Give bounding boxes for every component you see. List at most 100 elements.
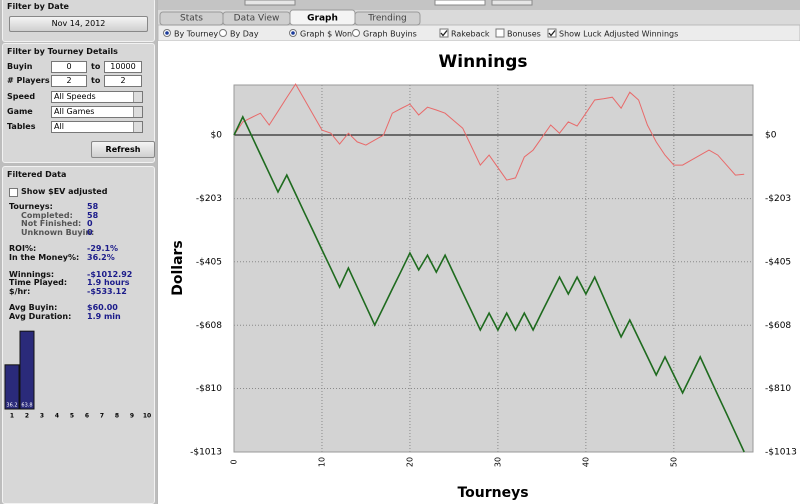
- radio-button[interactable]: [352, 29, 360, 37]
- y-tick-label: -$405: [196, 257, 222, 267]
- stat-label: Time Played:: [9, 278, 68, 288]
- field-label: Speed: [7, 92, 36, 101]
- date-button[interactable]: Nov 14, 2012: [9, 16, 148, 32]
- toolbar-control: [244, 0, 296, 6]
- stat-label: Avg Buyin:: [9, 303, 58, 313]
- mini-x-label: 3: [40, 413, 44, 420]
- stat-value: 58: [87, 210, 99, 220]
- toolbar-control: [491, 0, 533, 6]
- tab-label: Trending: [367, 14, 407, 24]
- stat-value: -29.1%: [87, 244, 119, 254]
- stat-label: Unknown Buyin:: [21, 227, 95, 237]
- dropdown[interactable]: All Games: [51, 106, 143, 118]
- mini-x-label: 7: [100, 413, 104, 420]
- y2-tick-label: -$203: [765, 194, 791, 204]
- y-tick-label: -$1013: [190, 448, 222, 458]
- stat-label: Not Finished:: [21, 219, 82, 229]
- tab-label: Graph: [307, 14, 338, 24]
- y2-tick-label: -$810: [765, 384, 791, 394]
- x-tick-label: 40: [581, 457, 590, 467]
- mini-value-label: 36.2: [6, 403, 17, 409]
- mini-x-label: 4: [55, 413, 59, 420]
- option-label: Bonuses: [507, 30, 541, 39]
- stat-label: In the Money%:: [9, 253, 80, 262]
- tab-label: Stats: [180, 14, 203, 24]
- mini-x-label: 5: [70, 413, 74, 420]
- y2-tick-label: -$608: [765, 321, 791, 331]
- mini-value-label: 63.8: [21, 403, 32, 409]
- y-tick-label: -$810: [196, 384, 222, 394]
- mini-chart: 1 36.2 2 63.8 3 4 5 6 7 8 9 10: [4, 330, 151, 420]
- radio-button[interactable]: [219, 29, 227, 37]
- stat-label: Completed:: [21, 210, 73, 220]
- stat-value: $60.00: [87, 303, 118, 313]
- option-label: Graph Buyins: [363, 30, 417, 39]
- y-axis-label: Dollars: [170, 240, 186, 296]
- plot-border: [233, 84, 754, 453]
- x-tick-label: 50: [669, 457, 678, 467]
- to-label: to: [91, 62, 101, 71]
- tab[interactable]: [354, 11, 421, 26]
- chart-title: Winnings: [438, 52, 527, 72]
- dropdown-arrow: [133, 107, 142, 117]
- tab-label: Data View: [234, 14, 280, 24]
- stat-value: 0: [87, 219, 93, 229]
- series-line: [233, 83, 745, 181]
- dropdown-arrow: [133, 92, 142, 102]
- checkbox-label: Show $EV adjusted: [21, 187, 108, 196]
- checkbox[interactable]: [495, 28, 505, 38]
- x-tick-label: 0: [230, 459, 239, 464]
- x-tick-label: 10: [317, 457, 326, 467]
- number-input[interactable]: 10000: [104, 61, 142, 73]
- sidebar: Filter by Date Nov 14, 2012 Filter by Tour…: [0, 0, 157, 504]
- checkbox[interactable]: [547, 28, 557, 38]
- number-input[interactable]: 2: [51, 75, 87, 87]
- mini-x-label: 2: [25, 413, 29, 420]
- stat-value: 1.9 min: [87, 312, 121, 321]
- filter-date-panel: Filter by Date Nov 14, 2012: [2, 0, 155, 42]
- field-label: Buyin: [7, 62, 33, 71]
- radio-dot: [165, 31, 169, 35]
- option-label: By Day: [230, 30, 259, 39]
- stat-value: 0: [87, 227, 93, 237]
- checkbox[interactable]: [439, 28, 449, 38]
- x-tick-label: 30: [493, 457, 502, 467]
- field-label: Tables: [7, 122, 36, 131]
- y2-tick-label: $0: [765, 131, 777, 141]
- option-label: Rakeback: [451, 30, 490, 39]
- stat-label: Avg Duration:: [9, 312, 72, 321]
- filtered-data-panel: Filtered Data Show $EV adjusted Tourneys: 5…: [2, 166, 155, 504]
- stat-label: ROI%:: [9, 244, 37, 254]
- stat-label: $/hr:: [9, 286, 31, 296]
- stat-value: -$1012.92: [87, 269, 133, 279]
- radio-dot: [291, 31, 295, 35]
- stat-label: Winnings:: [9, 269, 55, 279]
- x-axis-label: Tourneys: [457, 485, 528, 501]
- mini-x-label: 1: [10, 413, 14, 420]
- y2-tick-label: -$1013: [765, 448, 797, 458]
- number-input[interactable]: 0: [51, 61, 87, 73]
- mini-bar: [19, 330, 35, 410]
- panel-title: Filter by Date: [7, 2, 69, 11]
- refresh-button[interactable]: Refresh: [91, 141, 155, 158]
- checkbox[interactable]: [9, 188, 18, 197]
- option-label: Show Luck Adjusted Winnings: [559, 30, 678, 39]
- stat-value: -$533.12: [87, 286, 127, 296]
- option-label: Graph $ Won: [300, 30, 352, 39]
- stat-value: 36.2%: [87, 253, 115, 262]
- stat-value: 58: [87, 202, 99, 211]
- number-input[interactable]: 2: [104, 75, 142, 87]
- mini-x-label: 6: [85, 413, 89, 420]
- y2-tick-label: -$405: [765, 257, 791, 267]
- y-tick-label: -$608: [196, 321, 222, 331]
- stat-label: Tourneys:: [9, 202, 53, 211]
- dropdown[interactable]: All: [51, 121, 143, 133]
- option-label: By Tourney: [174, 30, 218, 39]
- series-line: [233, 115, 745, 453]
- field-label: Game: [7, 107, 33, 116]
- to-label: to: [91, 76, 101, 85]
- mini-bar: [4, 364, 20, 410]
- dropdown[interactable]: All Speeds: [51, 91, 143, 103]
